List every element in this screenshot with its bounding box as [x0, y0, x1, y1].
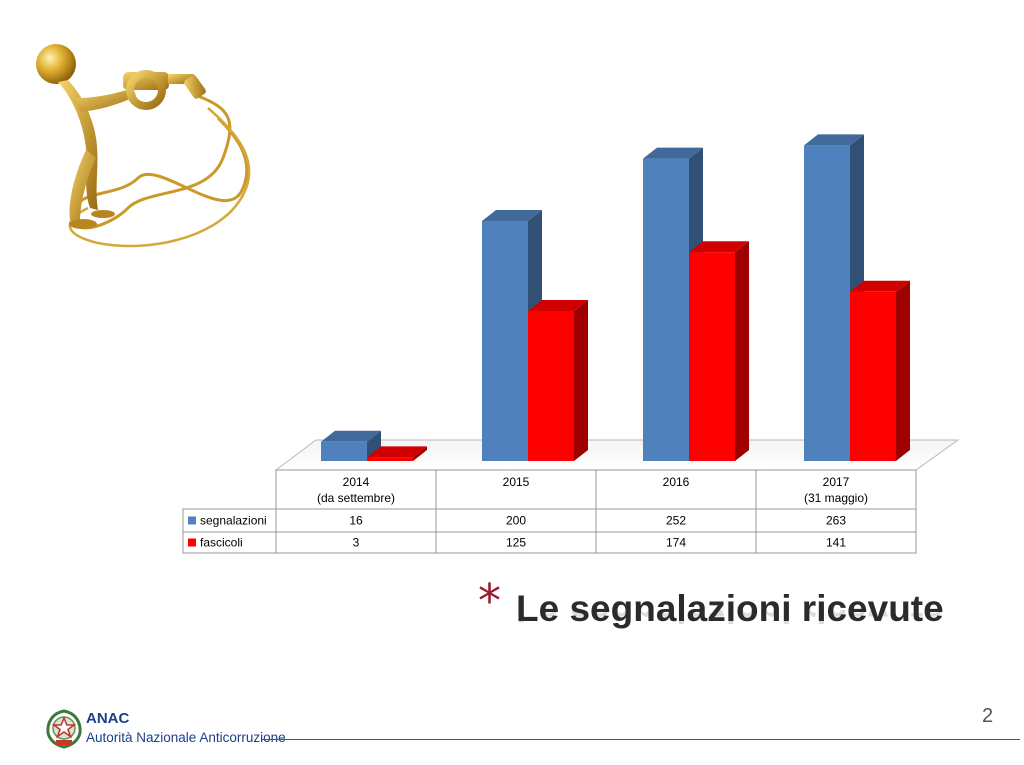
- data-value: 200: [506, 514, 526, 528]
- bars-layer: [321, 134, 910, 461]
- bar-front: [643, 158, 689, 461]
- category-label: 2017: [823, 475, 850, 489]
- bar-front: [528, 311, 574, 461]
- bar-front: [689, 252, 735, 461]
- category-label: (da settembre): [317, 491, 395, 505]
- page-number: 2: [982, 705, 994, 727]
- title-text: Le segnalazioni ricevute: [516, 588, 944, 629]
- key-figure-clipart: [36, 44, 251, 248]
- bar-top: [643, 147, 703, 159]
- title-bullet-icon: *: [478, 574, 501, 628]
- bar-front: [850, 291, 896, 461]
- bar-front: [482, 221, 528, 461]
- bar-top: [689, 241, 749, 253]
- legend-label: fascicoli: [200, 536, 243, 550]
- data-value: 125: [506, 536, 526, 550]
- bar-side: [413, 446, 427, 461]
- bar-side: [574, 300, 588, 461]
- bar-side: [367, 430, 381, 461]
- bar-front: [804, 145, 850, 461]
- bar-front: [321, 441, 367, 461]
- data-value: 263: [826, 514, 846, 528]
- bar-top: [850, 280, 910, 292]
- data-table: 2014 (da settembre) 2015 2016 2017 (31 maggio…: [182, 469, 917, 554]
- legend-label: segnalazioni: [200, 514, 267, 528]
- bar-front: [367, 457, 413, 461]
- bar-fascicoli-1: [528, 300, 588, 461]
- republic-emblem-icon: [46, 709, 82, 749]
- org-acronym: ANAC: [86, 710, 130, 727]
- category-label: 2015: [503, 475, 530, 489]
- bar-top: [528, 300, 588, 311]
- title-reflection: Le segnalazioni ricevute: [516, 610, 944, 630]
- table-row: [182, 531, 917, 554]
- bar-top: [804, 134, 864, 146]
- data-value: 141: [826, 536, 846, 550]
- org-full-name: Autorità Nazionale Anticorruzione: [86, 730, 286, 745]
- data-value: 252: [666, 514, 686, 528]
- category-label: (31 maggio): [804, 491, 868, 505]
- data-value: 16: [349, 514, 363, 528]
- legend-swatch: [188, 538, 196, 547]
- bar-top: [482, 210, 542, 221]
- footer: ANAC Autorità Nazionale Anticorruzione 2: [40, 705, 1024, 755]
- category-label: 2016: [663, 475, 690, 489]
- data-value: 3: [353, 536, 360, 550]
- bar-fascicoli-2: [689, 241, 749, 461]
- table-row: [182, 508, 917, 533]
- footer-divider: [262, 739, 1020, 740]
- bar-fascicoli-3: [850, 280, 910, 461]
- bar-side: [735, 241, 749, 461]
- category-label: 2014: [343, 475, 370, 489]
- bar-top: [321, 430, 381, 442]
- bar-side: [896, 280, 910, 461]
- legend-swatch: [188, 516, 196, 525]
- bar-segnalazioni-0: [321, 430, 381, 461]
- data-value: 174: [666, 536, 686, 550]
- bar-top: [367, 446, 427, 458]
- bar-fascicoli-0: [367, 446, 427, 461]
- slide-title: * Le segnalazioni ricevute Le segnalazio…: [478, 578, 978, 648]
